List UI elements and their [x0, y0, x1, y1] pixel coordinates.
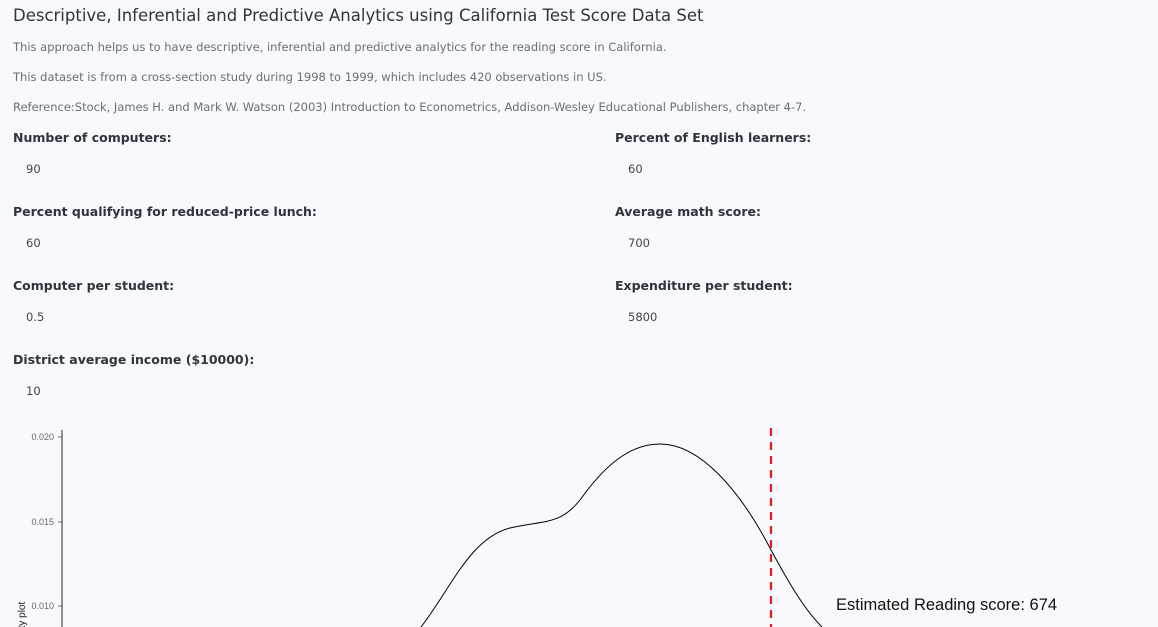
value-english-learners: 60 [628, 162, 643, 176]
value-reduced-price-lunch: 60 [26, 236, 41, 250]
value-expenditure-per-student: 5800 [628, 310, 658, 324]
value-computer-per-student: 0.5 [26, 310, 45, 324]
label-computer-per-student: Computer per student: [13, 278, 175, 293]
estimated-score-annotation: Estimated Reading score: 674 [836, 596, 1058, 614]
y-tick-label-1: 0.015 [31, 517, 54, 527]
label-reduced-price-lunch: Percent qualifying for reduced-price lun… [13, 204, 317, 219]
description-line-1: This approach helps us to have descripti… [13, 40, 667, 54]
label-expenditure-per-student: Expenditure per student: [615, 278, 793, 293]
value-average-math-score: 700 [628, 236, 650, 250]
value-number-of-computers: 90 [26, 162, 41, 176]
reference-line: Reference:Stock, James H. and Mark W. Wa… [13, 100, 807, 114]
density-curve [420, 443, 823, 627]
density-plot-svg: 0.020 0.015 0.010 density plot [17, 428, 823, 627]
page-title: Descriptive, Inferential and Predictive … [13, 6, 704, 25]
y-tick-label-2: 0.010 [31, 601, 54, 611]
value-district-income: 10 [26, 384, 41, 398]
label-number-of-computers: Number of computers: [13, 130, 172, 145]
description-line-2: This dataset is from a cross-section stu… [13, 70, 607, 84]
label-average-math-score: Average math score: [615, 204, 761, 219]
y-axis-label: density plot [17, 601, 28, 627]
density-plot: 0.020 0.015 0.010 density plot [0, 420, 1158, 627]
label-english-learners: Percent of English learners: [615, 130, 812, 145]
y-tick-label-0: 0.020 [31, 432, 54, 442]
label-district-income: District average income ($10000): [13, 352, 255, 367]
